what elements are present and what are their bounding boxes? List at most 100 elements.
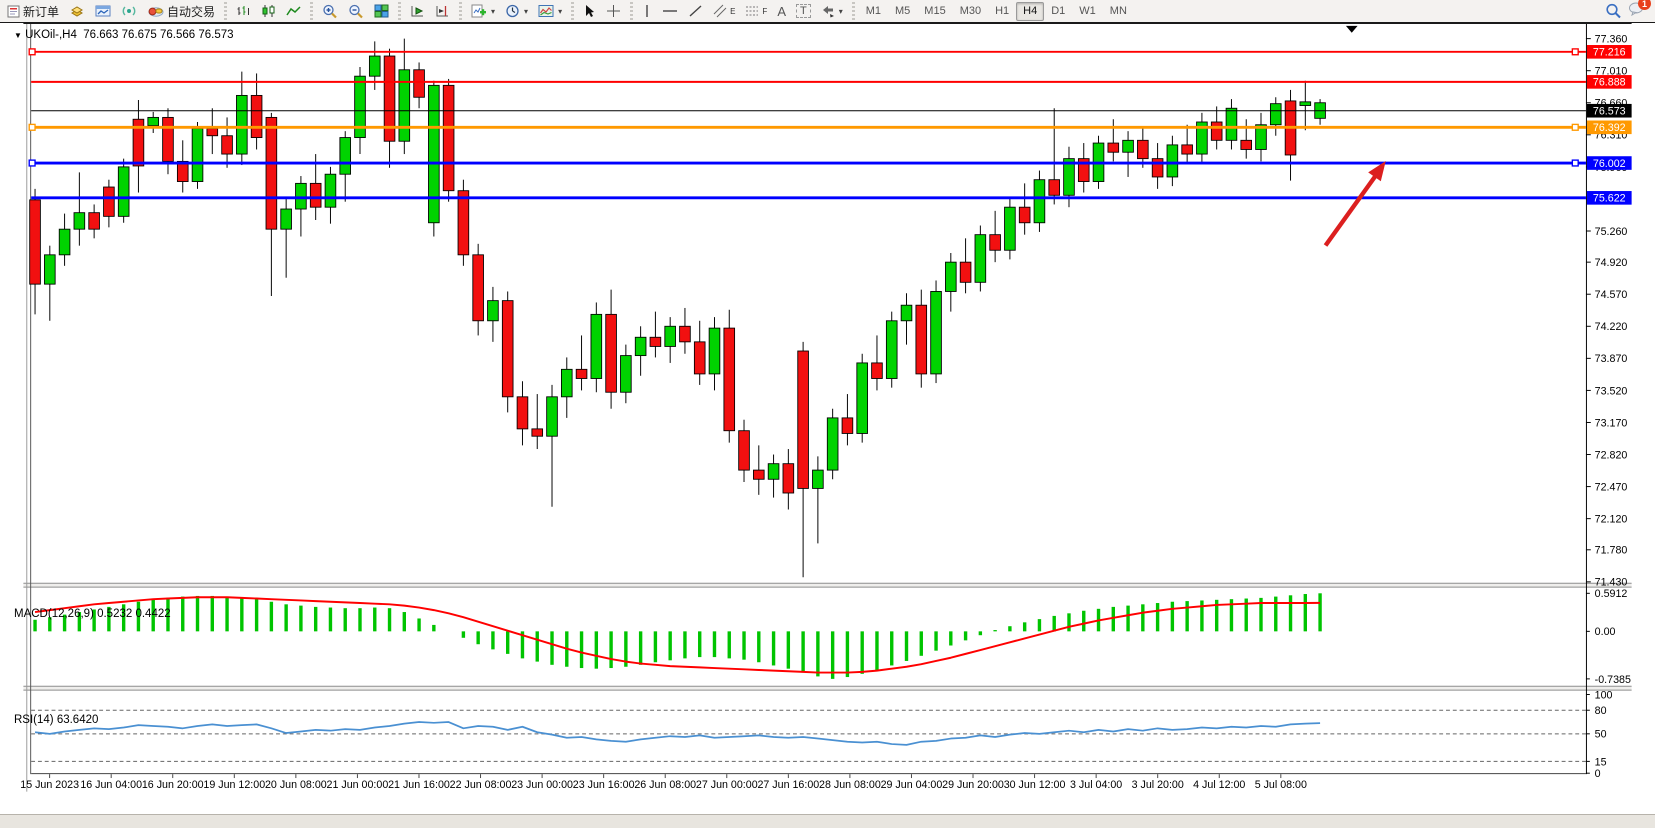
trendline-icon [689,5,702,17]
text-tool-button[interactable]: A [772,1,791,22]
line-anchor[interactable] [28,123,36,131]
candle [1196,121,1208,155]
candle [546,396,558,437]
search-icon[interactable] [1605,3,1622,19]
gold-bars-icon [71,6,83,17]
templates-button[interactable]: ▾ [533,1,567,22]
x-axis-label: 16 Jun 04:00 [80,779,142,791]
x-axis-label: 3 Jul 20:00 [1132,779,1184,791]
x-axis-label: 5 Jul 08:00 [1255,779,1307,791]
fibonacci-button[interactable]: F [740,1,772,22]
line-chart-button[interactable] [281,1,306,22]
horizontal-line-button[interactable] [657,1,683,22]
signal-icon [122,6,136,16]
candle [442,84,455,192]
y-axis-tick-label: 77.360 [1595,34,1628,46]
candle [1151,158,1164,178]
line-anchor[interactable] [1571,159,1579,167]
candle [1063,158,1075,196]
candle [29,199,41,285]
annotation-arrow[interactable] [1323,175,1377,247]
line-anchor[interactable] [28,159,36,167]
timeframe-bar: M1 M5 M15 M30 H1 H4 D1 W1 MN [859,1,1134,21]
crosshair-button[interactable] [601,1,626,22]
chart-shift-button[interactable] [430,1,455,22]
y-axis-tick-label: 73.170 [1595,417,1628,429]
timeframe-button-mn[interactable]: MN [1109,5,1127,18]
toolbar-separator [628,2,636,20]
candle [930,291,942,375]
macd-axis-label: 0.5912 [1595,588,1628,600]
zoom-out-button[interactable] [343,1,369,22]
annotation-arrow-head[interactable] [1368,160,1386,182]
price-tag-label: 76.002 [1593,158,1626,170]
timeframe-button-h4[interactable]: H4 [1016,1,1045,21]
candle-chart-button[interactable] [256,1,281,22]
timeframe-button-m30[interactable]: M30 [959,5,982,18]
auto-trading-button[interactable]: 自动交易 [142,1,220,22]
pane-separator[interactable] [23,583,1632,588]
trendline-button[interactable] [683,1,708,22]
y-axis-tick-label: 71.780 [1595,545,1628,557]
candle [826,417,839,471]
cursor-button[interactable] [578,1,601,22]
candle [191,127,204,182]
timeframe-button-m15[interactable]: M15 [924,5,946,18]
candle [1018,206,1031,224]
candle [708,327,721,375]
candlestick-chart-icon [262,5,275,17]
candle [560,368,573,398]
text-label-button[interactable]: T [791,1,816,22]
market-watch-button[interactable] [90,1,116,22]
candle [797,350,809,489]
x-axis-label: 28 Jun 08:00 [819,779,881,791]
line-anchor[interactable] [1571,48,1579,56]
pane-separator[interactable] [23,686,1632,691]
auto-scroll-icon [411,6,424,17]
candle [398,69,411,142]
dropdown-arrow-icon: ▾ [838,6,843,16]
y-axis-tick-label: 74.570 [1595,289,1628,301]
rsi-axis-label: 80 [1595,705,1607,717]
indicators-button[interactable]: ▾ [466,1,500,22]
line-anchor[interactable] [1571,123,1579,131]
candle [1048,179,1060,196]
price-tag-label: 76.888 [1593,77,1626,89]
signal-button[interactable] [116,1,142,22]
new-order-button[interactable]: 新订单 [2,1,64,22]
periods-button[interactable]: ▾ [500,1,533,22]
candle [309,182,322,208]
chart-template-icon [538,5,554,17]
bar-chart-button[interactable] [231,1,256,22]
macd-axis-label: 0.00 [1595,626,1616,638]
auto-scroll-button[interactable] [405,1,430,22]
channel-button[interactable]: E [708,1,740,22]
price-tag-label: 76.573 [1593,106,1626,118]
arrows-tool-button[interactable]: ▾ [816,1,848,22]
gold-chart-button[interactable] [64,1,90,22]
candle [147,116,159,127]
line-anchor[interactable] [28,48,36,56]
candle [280,208,292,230]
notifications-button[interactable]: 1 [1628,0,1651,21]
chart-canvas[interactable]: 77.36077.01076.66076.31075.96075.61075.2… [0,23,1655,814]
chart-window-icon [95,5,111,17]
zoom-in-button[interactable] [317,1,343,22]
timeframe-button-d1[interactable]: D1 [1051,5,1066,18]
candle [88,212,100,230]
tile-windows-button[interactable] [369,1,394,22]
symbol-dropdown-icon[interactable]: ▼ [14,31,22,40]
text-tool-icon: A [777,3,786,19]
y-axis-tick-label: 73.870 [1595,353,1628,365]
arrows-tool-icon [822,6,834,18]
timeframe-button-w1[interactable]: W1 [1079,5,1096,18]
candle [605,313,617,393]
chart-window[interactable]: 77.36077.01076.66076.31075.96075.61075.2… [0,23,1655,814]
candle [871,362,883,379]
price-tag [1586,120,1632,135]
timeframe-button-m5[interactable]: M5 [895,5,911,18]
dropdown-arrow-icon: ▾ [558,6,563,16]
vertical-line-button[interactable] [637,1,657,22]
timeframe-button-h1[interactable]: H1 [995,5,1010,18]
timeframe-button-m1[interactable]: M1 [865,5,882,18]
